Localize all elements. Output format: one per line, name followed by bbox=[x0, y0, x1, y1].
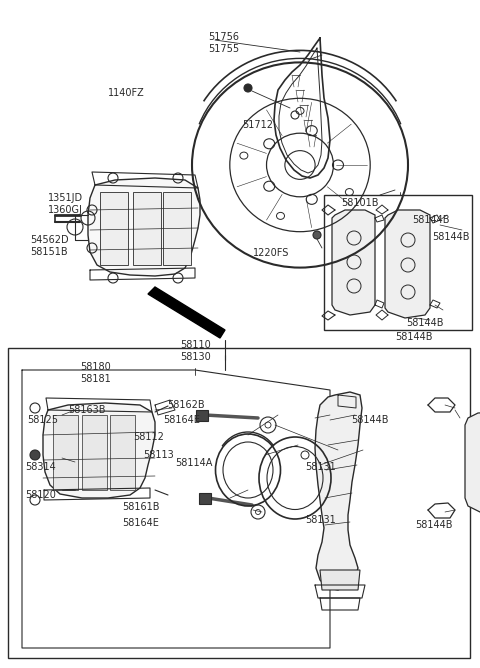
Bar bbox=[324, 195, 472, 330]
Text: 51756
51755: 51756 51755 bbox=[208, 32, 240, 54]
Text: 1140FZ: 1140FZ bbox=[108, 88, 145, 98]
Text: 58144B: 58144B bbox=[415, 520, 453, 530]
Text: 58180
58181: 58180 58181 bbox=[80, 362, 111, 384]
Text: 58110
58130: 58110 58130 bbox=[180, 340, 211, 363]
Text: 51712: 51712 bbox=[242, 120, 273, 130]
Polygon shape bbox=[43, 403, 155, 498]
Text: 58162B: 58162B bbox=[167, 400, 204, 410]
Polygon shape bbox=[320, 570, 360, 590]
Text: 58314: 58314 bbox=[25, 462, 56, 472]
Text: 58144B: 58144B bbox=[432, 232, 469, 242]
Text: 58164E: 58164E bbox=[122, 518, 159, 528]
Polygon shape bbox=[315, 392, 362, 590]
Text: 58112: 58112 bbox=[133, 432, 164, 442]
Text: 58125: 58125 bbox=[27, 415, 58, 425]
Polygon shape bbox=[385, 210, 430, 318]
Text: 1220FS: 1220FS bbox=[253, 248, 289, 258]
Text: 58164E: 58164E bbox=[163, 415, 200, 425]
Polygon shape bbox=[196, 410, 208, 421]
Polygon shape bbox=[465, 412, 480, 512]
Text: 58131: 58131 bbox=[305, 462, 336, 472]
Polygon shape bbox=[199, 493, 211, 504]
Text: 54562D
58151B: 54562D 58151B bbox=[30, 235, 69, 257]
Text: 58113: 58113 bbox=[143, 450, 174, 460]
Polygon shape bbox=[332, 210, 375, 315]
Text: 58144B: 58144B bbox=[351, 415, 389, 425]
Polygon shape bbox=[148, 287, 225, 338]
Text: 58120: 58120 bbox=[25, 490, 56, 500]
Circle shape bbox=[313, 231, 321, 239]
Text: 58144B: 58144B bbox=[406, 318, 444, 328]
Polygon shape bbox=[100, 192, 128, 265]
Polygon shape bbox=[53, 415, 78, 490]
Bar bbox=[8, 348, 470, 658]
Text: 1351JD
1360GJ: 1351JD 1360GJ bbox=[48, 193, 83, 215]
Polygon shape bbox=[133, 192, 161, 265]
Polygon shape bbox=[163, 192, 191, 265]
Circle shape bbox=[30, 450, 40, 460]
Polygon shape bbox=[110, 415, 135, 490]
Circle shape bbox=[244, 84, 252, 92]
Polygon shape bbox=[82, 415, 107, 490]
Text: 58131: 58131 bbox=[305, 515, 336, 525]
Text: 58144B: 58144B bbox=[412, 215, 449, 225]
Text: 58144B: 58144B bbox=[395, 332, 432, 342]
Text: 58114A: 58114A bbox=[175, 458, 212, 468]
Text: 58101B: 58101B bbox=[341, 198, 379, 208]
Text: 58163B: 58163B bbox=[68, 405, 106, 415]
Polygon shape bbox=[88, 178, 200, 276]
Text: 58161B: 58161B bbox=[122, 502, 159, 512]
